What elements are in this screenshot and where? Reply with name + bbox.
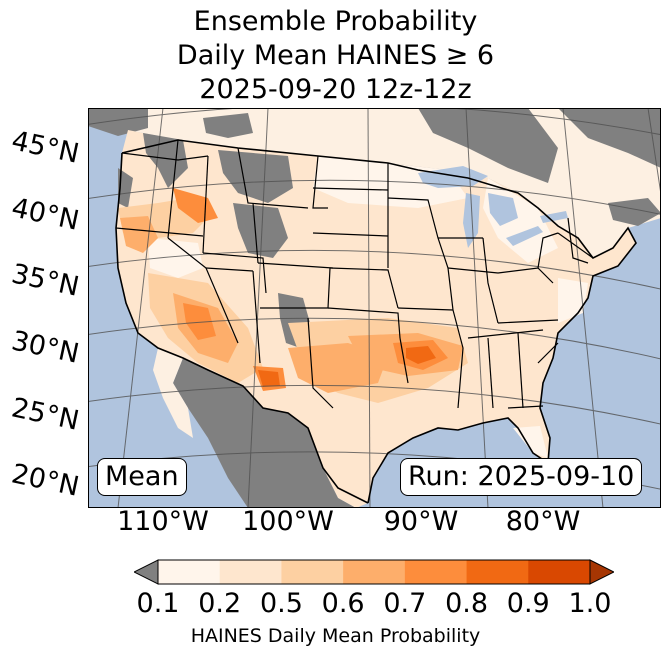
colorbar-under-arrow xyxy=(134,559,159,585)
lat-label-25: 25°N xyxy=(8,392,82,437)
max-prob-nm xyxy=(258,370,280,387)
west-nodata-6 xyxy=(118,168,133,208)
mexico-land xyxy=(173,358,356,508)
colorbar-tick-label: 0.9 xyxy=(506,588,550,619)
max-prob-ar xyxy=(406,346,436,364)
colorbar-bin xyxy=(281,560,344,584)
colorbar-over-arrow xyxy=(589,559,614,585)
canada-nodata-1 xyxy=(88,108,148,136)
title-line-2: Daily Mean HAINES ≥ 6 xyxy=(176,40,495,71)
canada-nodata-4 xyxy=(558,108,661,168)
map-canvas xyxy=(88,108,661,508)
very-high-prob-az xyxy=(183,303,216,340)
colorbar-bin xyxy=(343,560,406,584)
colorbar-tick-label: 0.7 xyxy=(383,588,427,619)
state-boundaries xyxy=(115,139,594,409)
very-high-prob-nw xyxy=(173,188,218,223)
colorbar-tick-label: 0.5 xyxy=(259,588,303,619)
lake-ontario xyxy=(540,211,568,223)
low-prob-west-1 xyxy=(148,238,203,278)
title-line-3: 2025-09-20 12z-12z xyxy=(199,74,472,105)
colorbar-frame xyxy=(157,559,591,585)
lat-label-30: 30°N xyxy=(8,325,82,370)
lon-label-110: 110°W xyxy=(117,506,209,537)
colorbar-bin xyxy=(219,560,282,584)
colorbar-bin xyxy=(466,560,529,584)
lat-label-40: 40°N xyxy=(8,192,82,237)
colorbar-label: HAINES Daily Mean Probability xyxy=(190,625,481,647)
colorbar-bins xyxy=(158,560,591,584)
west-nodata-3 xyxy=(233,203,288,258)
lake-michigan xyxy=(463,193,480,248)
canada-nodata-2 xyxy=(203,113,253,138)
mean-label-box: Mean xyxy=(97,458,187,496)
lat-label-20: 20°N xyxy=(8,458,82,503)
low-prob-east xyxy=(558,278,588,323)
map-frame xyxy=(88,108,661,508)
lake-erie xyxy=(506,226,543,246)
lon-label-100: 100°W xyxy=(242,506,334,537)
lat-label-35: 35°N xyxy=(8,258,82,303)
lat-label-45: 45°N xyxy=(8,125,82,170)
high-prob-ca xyxy=(120,216,158,253)
canada-nodata-5 xyxy=(608,198,661,226)
low-prob-north-1 xyxy=(313,156,468,208)
canada-nodata-3 xyxy=(418,108,558,183)
us-outline xyxy=(115,139,637,504)
map-panel xyxy=(88,108,661,508)
run-date-box: Run: 2025-09-10 xyxy=(400,458,643,496)
colorbar-bin xyxy=(158,560,221,584)
colorbar-bin xyxy=(528,560,591,584)
colorbar-tick-label: 0.2 xyxy=(198,588,242,619)
colorbar xyxy=(134,559,614,585)
colorbar-tick-label: 0.1 xyxy=(136,588,180,619)
colorbar-bin xyxy=(404,560,468,584)
lon-label-90: 90°W xyxy=(383,506,459,537)
baja-land xyxy=(153,348,193,438)
colorbar-tick-label: 1.0 xyxy=(568,588,612,619)
lon-label-80: 80°W xyxy=(505,506,581,537)
colorbar-tick-label: 0.6 xyxy=(321,588,365,619)
west-nodata-2 xyxy=(218,150,293,203)
title-line-1: Ensemble Probability xyxy=(193,6,478,37)
lake-huron xyxy=(488,193,518,226)
colorbar-tick-label: 0.8 xyxy=(445,588,489,619)
